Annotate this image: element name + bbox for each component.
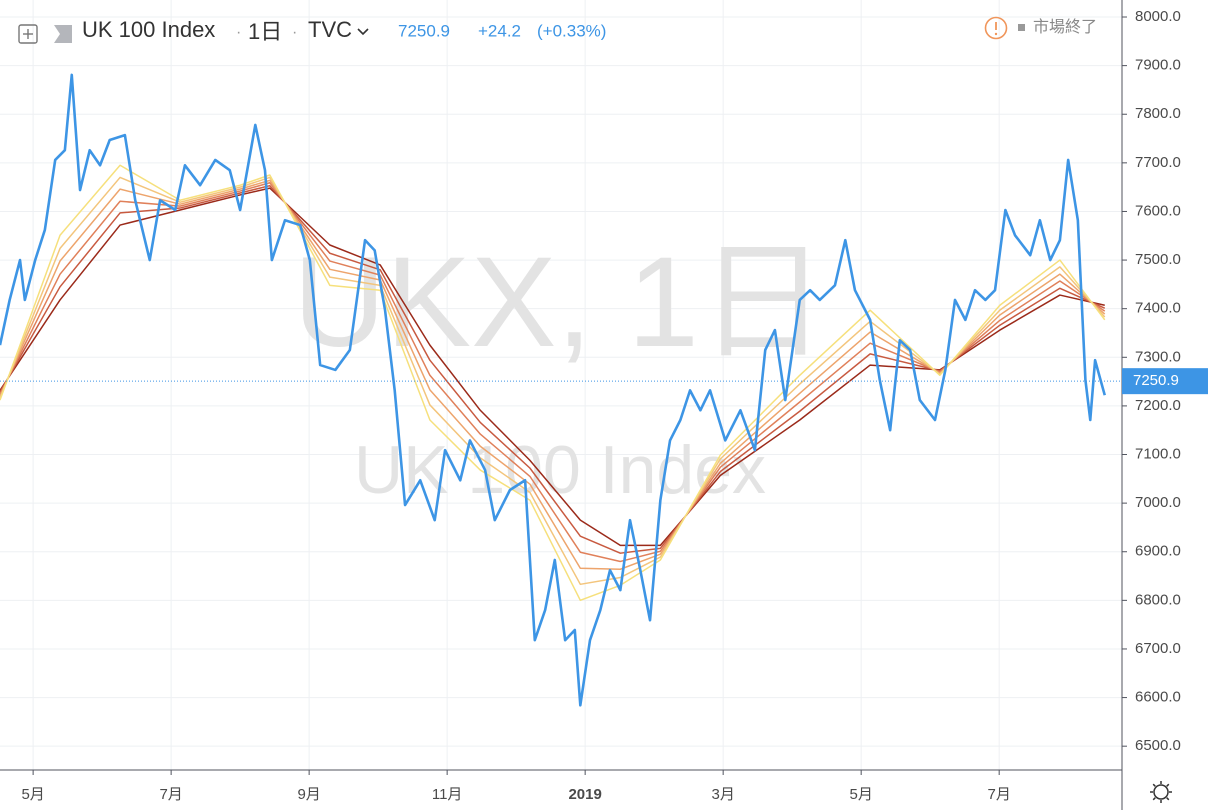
y-tick-label: 6500.0 <box>1135 737 1181 754</box>
y-tick-label: 7900.0 <box>1135 57 1181 74</box>
source-chevron[interactable] <box>357 28 369 36</box>
price-change-percent: (+0.33%) <box>537 21 606 40</box>
ema-line <box>0 182 1106 563</box>
last-price: 7250.9 <box>398 21 450 40</box>
gear-teeth <box>1150 781 1172 803</box>
warning-icon[interactable] <box>984 16 1008 40</box>
y-tick-label: 7400.0 <box>1135 300 1181 317</box>
plot-area <box>0 73 1122 707</box>
y-tick-label: 7100.0 <box>1135 445 1181 462</box>
x-tick-label: 11月 <box>432 786 463 803</box>
price-change: +24.2 <box>478 21 521 40</box>
gear-ring <box>1153 784 1169 800</box>
last-price-tag <box>1122 368 1208 395</box>
x-tick-label: 9月 <box>297 786 320 803</box>
y-tick-label: 6600.0 <box>1135 689 1181 706</box>
ema-line <box>0 164 1106 602</box>
watermark-symbol: UKX, 1日 <box>293 231 827 374</box>
status-square <box>1018 24 1025 31</box>
grid <box>0 0 1122 770</box>
market-status: 市場終了 <box>1033 18 1097 36</box>
y-tick-label: 6900.0 <box>1135 543 1181 560</box>
ema-line <box>0 184 1106 554</box>
y-tick-label: 7500.0 <box>1135 251 1181 268</box>
y-tick-label: 7200.0 <box>1135 397 1181 414</box>
price-line <box>0 73 1107 707</box>
y-tick-label: 7000.0 <box>1135 494 1181 511</box>
expand-icon[interactable] <box>18 24 38 44</box>
warning-icon-dot <box>994 32 998 36</box>
last-price-tag-label: 7250.9 <box>1133 372 1179 389</box>
symbol-flag-icon <box>54 25 72 43</box>
y-tick-label: 8000.0 <box>1135 8 1181 25</box>
interval[interactable]: 1日 <box>248 19 282 44</box>
symbol-title[interactable]: UK 100 Index <box>82 17 215 42</box>
y-tick-label: 6800.0 <box>1135 591 1181 608</box>
legend-header: UK 100 Index · 1日 · TVC 7250.9 +24.2 (+0… <box>18 16 1097 44</box>
separator: · <box>236 24 241 41</box>
x-tick-label: 7月 <box>159 786 182 803</box>
x-tick-label: 2019 <box>568 786 601 803</box>
y-tick-label: 7800.0 <box>1135 105 1181 122</box>
x-tick-label: 5月 <box>21 786 44 803</box>
ema-line <box>0 179 1106 570</box>
ema-line <box>0 187 1105 547</box>
x-tick-label: 7月 <box>988 786 1011 803</box>
y-tick-label: 7300.0 <box>1135 348 1181 365</box>
ema-line <box>0 176 1106 586</box>
x-tick-label: 5月 <box>849 786 872 803</box>
y-tick-label: 6700.0 <box>1135 640 1181 657</box>
y-tick-label: 7700.0 <box>1135 154 1181 171</box>
x-tick-label: 3月 <box>711 786 734 803</box>
settings-icon[interactable] <box>1150 781 1172 803</box>
source[interactable]: TVC <box>308 17 352 42</box>
axes: 6500.0 6600.0 6700.0 6800.0 6900.0 7000.0 7100… <box>21 8 1208 803</box>
separator: · <box>292 24 297 41</box>
y-tick-label: 7600.0 <box>1135 202 1181 219</box>
